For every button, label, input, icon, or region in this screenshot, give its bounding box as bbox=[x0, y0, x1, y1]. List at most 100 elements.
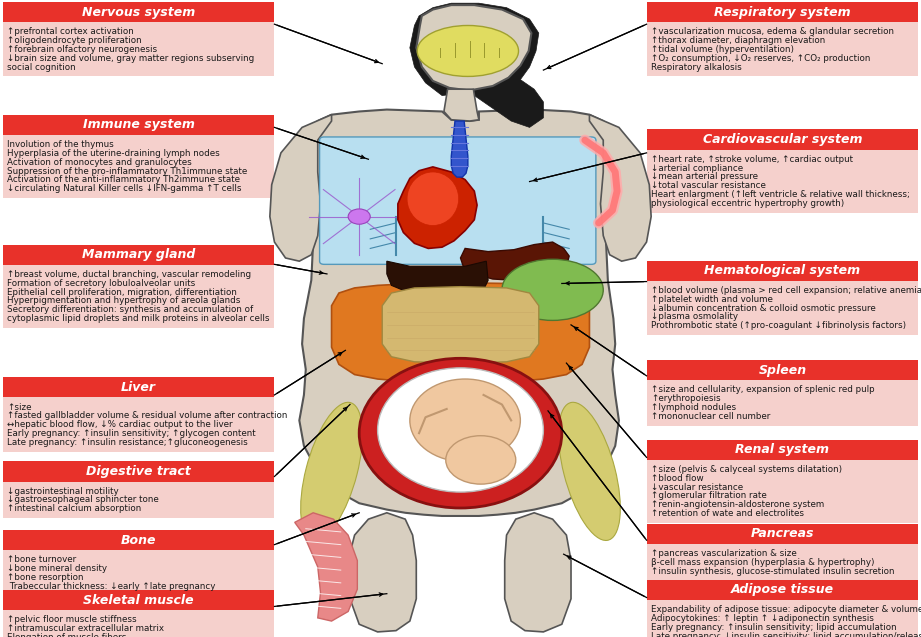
FancyBboxPatch shape bbox=[647, 524, 918, 544]
Text: ↑glomerular filtration rate: ↑glomerular filtration rate bbox=[651, 491, 767, 501]
Text: ↑renin-angiotensin-aldosterone system: ↑renin-angiotensin-aldosterone system bbox=[651, 500, 824, 509]
Text: ↓brain size and volume, gray matter regions subserving: ↓brain size and volume, gray matter regi… bbox=[7, 54, 254, 63]
Text: ↑pelvic floor muscle stiffness: ↑pelvic floor muscle stiffness bbox=[7, 615, 137, 624]
Ellipse shape bbox=[300, 403, 363, 540]
Text: cytoplasmic lipid droplets and milk proteins in alveolar cells: cytoplasmic lipid droplets and milk prot… bbox=[7, 314, 270, 323]
Ellipse shape bbox=[410, 379, 520, 462]
Polygon shape bbox=[290, 110, 626, 516]
Text: ↔hepatic blood flow, ↓% cardiac output to the liver: ↔hepatic blood flow, ↓% cardiac output t… bbox=[7, 420, 233, 429]
Polygon shape bbox=[410, 3, 543, 127]
Text: physiological eccentric hypertrophy growth): physiological eccentric hypertrophy grow… bbox=[651, 199, 845, 208]
FancyBboxPatch shape bbox=[320, 137, 596, 264]
Ellipse shape bbox=[378, 368, 543, 492]
Text: Secretory differentiation: synthesis and accumulation of: Secretory differentiation: synthesis and… bbox=[7, 305, 253, 314]
Text: ↑oligodendrocyte proliferation: ↑oligodendrocyte proliferation bbox=[7, 36, 142, 45]
Text: Heart enlargment (↑left ventricle & relative wall thickness;: Heart enlargment (↑left ventricle & rela… bbox=[651, 190, 910, 199]
Polygon shape bbox=[348, 513, 416, 632]
Text: ↓gastroesophageal sphincter tone: ↓gastroesophageal sphincter tone bbox=[7, 496, 159, 505]
Text: social cognition: social cognition bbox=[7, 62, 76, 71]
Text: ↑heart rate, ↑stroke volume, ↑cardiac output: ↑heart rate, ↑stroke volume, ↑cardiac ou… bbox=[651, 155, 853, 164]
FancyBboxPatch shape bbox=[3, 610, 274, 637]
FancyBboxPatch shape bbox=[3, 245, 274, 265]
Text: ↓gastrointestinal motility: ↓gastrointestinal motility bbox=[7, 487, 119, 496]
FancyBboxPatch shape bbox=[3, 22, 274, 76]
Polygon shape bbox=[589, 115, 651, 261]
Text: Mammary gland: Mammary gland bbox=[82, 248, 195, 261]
Text: Involution of the thymus: Involution of the thymus bbox=[7, 140, 114, 149]
Text: Immune system: Immune system bbox=[83, 118, 194, 131]
Polygon shape bbox=[382, 287, 539, 363]
Text: Early pregnancy: ↑insulin sensitivity; ↑glycogen content: Early pregnancy: ↑insulin sensitivity; ↑… bbox=[7, 429, 256, 438]
Text: Renal system: Renal system bbox=[735, 443, 830, 456]
Text: ↓circulating Natural Killer cells ↓IFN-gamma ↑T cells: ↓circulating Natural Killer cells ↓IFN-g… bbox=[7, 184, 242, 193]
Text: ↑prefrontal cortex activation: ↑prefrontal cortex activation bbox=[7, 27, 134, 36]
FancyBboxPatch shape bbox=[647, 281, 918, 335]
Text: ↑bone turnover: ↑bone turnover bbox=[7, 555, 76, 564]
Text: ↑erythropoiesis: ↑erythropoiesis bbox=[651, 394, 721, 403]
FancyBboxPatch shape bbox=[647, 580, 918, 600]
Text: ↑fasted gallbladder volume & residual volume after contraction: ↑fasted gallbladder volume & residual vo… bbox=[7, 412, 287, 420]
FancyBboxPatch shape bbox=[647, 380, 918, 426]
Ellipse shape bbox=[348, 209, 370, 224]
Text: Respiratory alkalosis: Respiratory alkalosis bbox=[651, 62, 742, 71]
Text: β-cell mass expansion (hyperplasia & hypertrophy): β-cell mass expansion (hyperplasia & hyp… bbox=[651, 558, 875, 567]
Text: Pancreas: Pancreas bbox=[751, 527, 814, 540]
Text: Cardiovascular system: Cardiovascular system bbox=[703, 133, 862, 146]
Text: ↑mononuclear cell number: ↑mononuclear cell number bbox=[651, 412, 771, 421]
Text: ↓plasma osmolality: ↓plasma osmolality bbox=[651, 312, 738, 322]
Text: ↑size: ↑size bbox=[7, 403, 32, 412]
Text: Hyperplasia of the uterine-draining lymph nodes: Hyperplasia of the uterine-draining lymp… bbox=[7, 149, 220, 158]
Text: Activation of the anti-inflammatory Th2immune state: Activation of the anti-inflammatory Th2i… bbox=[7, 175, 240, 184]
Text: ↓bone mineral density: ↓bone mineral density bbox=[7, 564, 108, 573]
FancyBboxPatch shape bbox=[3, 461, 274, 482]
Text: ↓vascular resistance: ↓vascular resistance bbox=[651, 483, 743, 492]
FancyBboxPatch shape bbox=[3, 2, 274, 22]
FancyBboxPatch shape bbox=[3, 590, 274, 610]
Polygon shape bbox=[387, 261, 488, 296]
Text: Adipose tissue: Adipose tissue bbox=[731, 583, 834, 596]
FancyBboxPatch shape bbox=[647, 129, 918, 150]
Text: ↓arterial compliance: ↓arterial compliance bbox=[651, 164, 743, 173]
Text: Formation of secretory lobuloalveolar units: Formation of secretory lobuloalveolar un… bbox=[7, 279, 195, 288]
Polygon shape bbox=[444, 89, 479, 121]
Ellipse shape bbox=[502, 259, 603, 320]
FancyBboxPatch shape bbox=[3, 482, 274, 518]
Text: ↑thorax diameter, diaphragm elevation: ↑thorax diameter, diaphragm elevation bbox=[651, 36, 825, 45]
Polygon shape bbox=[398, 167, 477, 248]
Text: Hyperpigmentation and hypertrophy of areola glands: Hyperpigmentation and hypertrophy of are… bbox=[7, 296, 240, 306]
Text: ↑forebrain olfactory neurogenesis: ↑forebrain olfactory neurogenesis bbox=[7, 45, 157, 54]
Text: ↑vascularization mucosa, edema & glandular secretion: ↑vascularization mucosa, edema & glandul… bbox=[651, 27, 894, 36]
FancyBboxPatch shape bbox=[3, 550, 274, 596]
FancyBboxPatch shape bbox=[3, 265, 274, 328]
Text: Skeletal muscle: Skeletal muscle bbox=[83, 594, 194, 606]
Text: ↑lymphoid nodules: ↑lymphoid nodules bbox=[651, 403, 736, 412]
Text: ↑platelet width and volume: ↑platelet width and volume bbox=[651, 295, 773, 304]
Text: Hematological system: Hematological system bbox=[705, 264, 860, 277]
Text: Trabeccular thickness: ↓early ↑late pregnancy: Trabeccular thickness: ↓early ↑late preg… bbox=[7, 582, 216, 591]
FancyBboxPatch shape bbox=[647, 440, 918, 460]
FancyBboxPatch shape bbox=[647, 2, 918, 22]
FancyBboxPatch shape bbox=[647, 544, 918, 580]
Text: Late pregnancy: ↑insulin resistance;↑gluconeogenesis: Late pregnancy: ↑insulin resistance;↑glu… bbox=[7, 438, 248, 447]
FancyBboxPatch shape bbox=[647, 600, 918, 637]
Circle shape bbox=[446, 436, 516, 484]
Polygon shape bbox=[451, 121, 468, 177]
Text: ↓albumin concentration & colloid osmotic pressure: ↓albumin concentration & colloid osmotic… bbox=[651, 304, 876, 313]
Polygon shape bbox=[295, 513, 357, 621]
Text: ↑insulin synthesis, glucose-stimulated insulin secretion: ↑insulin synthesis, glucose-stimulated i… bbox=[651, 567, 894, 576]
Text: ↑intestinal calcium absorption: ↑intestinal calcium absorption bbox=[7, 505, 142, 513]
FancyBboxPatch shape bbox=[647, 150, 918, 213]
Text: Respiratory system: Respiratory system bbox=[714, 6, 851, 18]
Text: ↑retention of wate and electrolites: ↑retention of wate and electrolites bbox=[651, 509, 804, 518]
Text: ↑intramuscular extracellular matrix: ↑intramuscular extracellular matrix bbox=[7, 624, 164, 633]
Polygon shape bbox=[505, 513, 571, 632]
Ellipse shape bbox=[407, 172, 459, 225]
Ellipse shape bbox=[359, 358, 562, 508]
Text: ↑size and cellularity, expansion of splenic red pulp: ↑size and cellularity, expansion of sple… bbox=[651, 385, 875, 394]
Text: Early pregnancy: ↑insulin sensitivity; lipid accumulation: Early pregnancy: ↑insulin sensitivity; l… bbox=[651, 623, 897, 632]
Text: Liver: Liver bbox=[121, 381, 157, 394]
Text: Expandability of adipose tissue: adipocyte diameter & volume: Expandability of adipose tissue: adipocy… bbox=[651, 605, 921, 614]
Text: ↑pancreas vascularization & size: ↑pancreas vascularization & size bbox=[651, 549, 797, 558]
Text: ↑O₂ consumption, ↓O₂ reserves, ↑CO₂ production: ↑O₂ consumption, ↓O₂ reserves, ↑CO₂ prod… bbox=[651, 54, 870, 63]
Text: Activation of monocytes and granulocytes: Activation of monocytes and granulocytes bbox=[7, 158, 192, 167]
